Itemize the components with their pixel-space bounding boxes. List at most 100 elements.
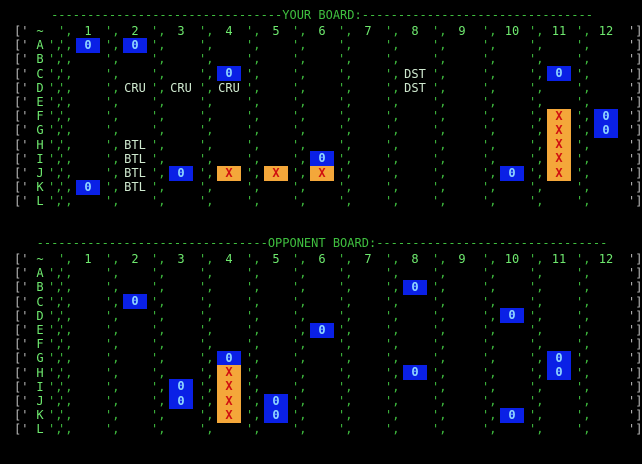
- opponent-board-row-label: G: [36, 351, 44, 366]
- grid-dot: ',: [385, 137, 400, 152]
- grid-dot: ',: [338, 52, 353, 67]
- grid-dot: ',: [48, 323, 63, 337]
- grid-dot: ',: [338, 294, 353, 309]
- grid-dot: ',: [432, 252, 447, 266]
- grid-dot: ',: [58, 379, 73, 394]
- row-close-bracket: ']: [628, 66, 642, 81]
- grid-dot: ',: [48, 266, 63, 281]
- grid-dot: ',: [246, 351, 261, 366]
- grid-dot: ',: [576, 180, 591, 195]
- row-close-bracket: ']: [628, 323, 642, 337]
- grid-dot: ',: [576, 280, 591, 295]
- grid-dot: ',: [48, 80, 63, 95]
- grid-dot: ',: [246, 80, 261, 95]
- your-board-ship-cell: CRU: [121, 80, 149, 95]
- grid-dot: ',: [576, 379, 591, 394]
- row-close-bracket: ']: [628, 394, 642, 408]
- grid-dot: ',: [529, 294, 544, 309]
- grid-dot: ',: [385, 95, 400, 109]
- grid-dot: ',: [529, 24, 544, 38]
- grid-dot: ',: [105, 24, 120, 38]
- row-open-bracket: [': [14, 323, 29, 337]
- grid-dot: ',: [48, 180, 63, 195]
- grid-dot: ',: [385, 38, 400, 53]
- grid-dot: ',: [151, 95, 166, 109]
- grid-dot: ',: [338, 408, 353, 423]
- row-open-bracket: [': [14, 137, 29, 152]
- your-board-col-label: 7: [364, 24, 372, 38]
- grid-dot: ',: [338, 394, 353, 408]
- row-close-bracket: ']: [628, 252, 642, 266]
- grid-dot: ',: [385, 351, 400, 366]
- grid-dot: ',: [199, 365, 214, 380]
- grid-dot: ',: [432, 422, 447, 437]
- opponent-board-row-label: E: [36, 323, 44, 337]
- row-open-bracket: [': [14, 166, 29, 180]
- grid-dot: ',: [199, 166, 214, 180]
- grid-dot: ',: [105, 394, 120, 408]
- row-open-bracket: [': [14, 294, 29, 309]
- grid-dot: ',: [385, 365, 400, 380]
- row-close-bracket: ']: [628, 95, 642, 109]
- grid-dot: ',: [385, 109, 400, 124]
- opponent-board-hit-marker: X: [217, 393, 241, 409]
- grid-dot: ',: [482, 351, 497, 366]
- grid-dot: ',: [385, 151, 400, 166]
- row-close-bracket: ']: [628, 80, 642, 95]
- grid-dot: ',: [246, 394, 261, 408]
- your-board-col-label: 10: [504, 24, 520, 38]
- grid-dot: ',: [58, 24, 73, 38]
- grid-dot: ',: [432, 194, 447, 209]
- opponent-board-col-label: 8: [411, 252, 419, 266]
- grid-dot: ',: [292, 408, 307, 423]
- grid-dot: ',: [58, 52, 73, 67]
- grid-dot: ',: [246, 337, 261, 352]
- grid-dot: ',: [385, 379, 400, 394]
- grid-dot: ',: [576, 308, 591, 323]
- grid-dot: ',: [246, 24, 261, 38]
- grid-dot: ',: [529, 337, 544, 352]
- opponent-board-col-label: 11: [551, 252, 567, 266]
- grid-dot: ',: [246, 365, 261, 380]
- your-board-row-label: K: [36, 180, 44, 195]
- opponent-board-col-label: 12: [598, 252, 614, 266]
- grid-dot: ',: [482, 123, 497, 138]
- grid-dot: ',: [199, 194, 214, 209]
- grid-dot: ',: [292, 166, 307, 180]
- opponent-board-row-label: D: [36, 308, 44, 323]
- your-board-ship-cell: BTL: [121, 137, 149, 152]
- your-board-hit-marker: X: [310, 165, 334, 181]
- grid-dot: ',: [385, 422, 400, 437]
- grid-dot: ',: [576, 408, 591, 423]
- opponent-board-miss-marker: 0: [310, 322, 334, 338]
- opponent-board-miss-marker: 0: [547, 350, 571, 366]
- grid-dot: ',: [432, 408, 447, 423]
- grid-dot: ',: [385, 180, 400, 195]
- grid-dot: ',: [58, 38, 73, 53]
- grid-dot: ',: [151, 308, 166, 323]
- grid-dot: ',: [482, 365, 497, 380]
- your-board-col-label: 3: [177, 24, 185, 38]
- grid-dot: ',: [151, 394, 166, 408]
- grid-dot: ',: [105, 38, 120, 53]
- grid-dot: ',: [338, 180, 353, 195]
- grid-dot: ',: [151, 137, 166, 152]
- grid-dot: ',: [482, 394, 497, 408]
- row-open-bracket: [': [14, 337, 29, 352]
- opponent-board-row-label: F: [36, 337, 44, 352]
- grid-dot: ',: [385, 52, 400, 67]
- grid-dot: ',: [432, 95, 447, 109]
- your-board-ship-cell: BTL: [121, 180, 149, 195]
- grid-dot: ',: [58, 95, 73, 109]
- grid-dot: ',: [385, 408, 400, 423]
- grid-dot: ',: [385, 308, 400, 323]
- grid-dot: ',: [151, 252, 166, 266]
- grid-dot: ',: [482, 66, 497, 81]
- grid-dot: ',: [576, 95, 591, 109]
- grid-dot: ',: [482, 38, 497, 53]
- separator-dashes: --------------------------------: [51, 8, 283, 22]
- grid-dot: ',: [292, 180, 307, 195]
- grid-dot: ',: [432, 294, 447, 309]
- grid-dot: ',: [432, 52, 447, 67]
